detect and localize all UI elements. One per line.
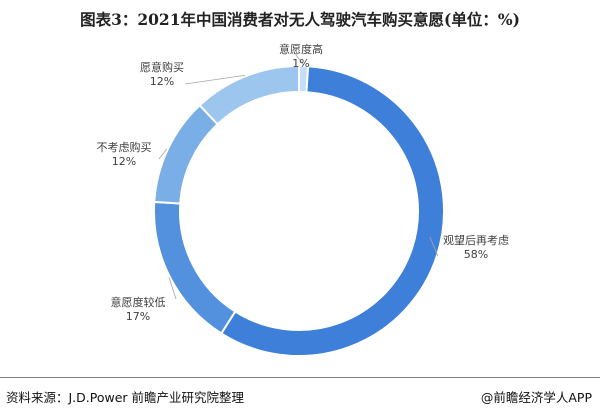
slice-value-label: 12% — [112, 155, 136, 168]
slice-value-label: 58% — [464, 248, 488, 261]
footer-divider — [0, 377, 600, 378]
leader-line — [184, 74, 246, 85]
slice-label: 愿意购买 — [140, 60, 184, 74]
leader-line — [168, 277, 177, 300]
slice-label: 观望后再考虑 — [443, 234, 509, 247]
brand-credit: @前瞻经济学人APP — [480, 390, 592, 405]
source-note: 资料来源：J.D.Power 前瞻产业研究院整理 — [6, 390, 245, 405]
slice-label: 不考虑购买 — [97, 140, 152, 154]
slice-value-label: 12% — [150, 75, 174, 88]
leader-line — [429, 236, 439, 257]
slice-value-label: 1% — [292, 57, 309, 70]
slice-label: 意愿度较低 — [111, 295, 166, 309]
donut-slice — [219, 65, 445, 357]
chart-title: 图表3：2021年中国消费者对无人驾驶汽车购买意愿(单位：%) — [80, 10, 520, 29]
donut-slice — [153, 200, 237, 335]
slice-value-label: 17% — [126, 310, 150, 323]
slice-label: 意愿度高 — [279, 42, 323, 56]
donut-slice — [198, 64, 300, 126]
donut-slice — [153, 103, 219, 205]
leader-line — [158, 148, 168, 160]
leader-line — [295, 54, 304, 66]
